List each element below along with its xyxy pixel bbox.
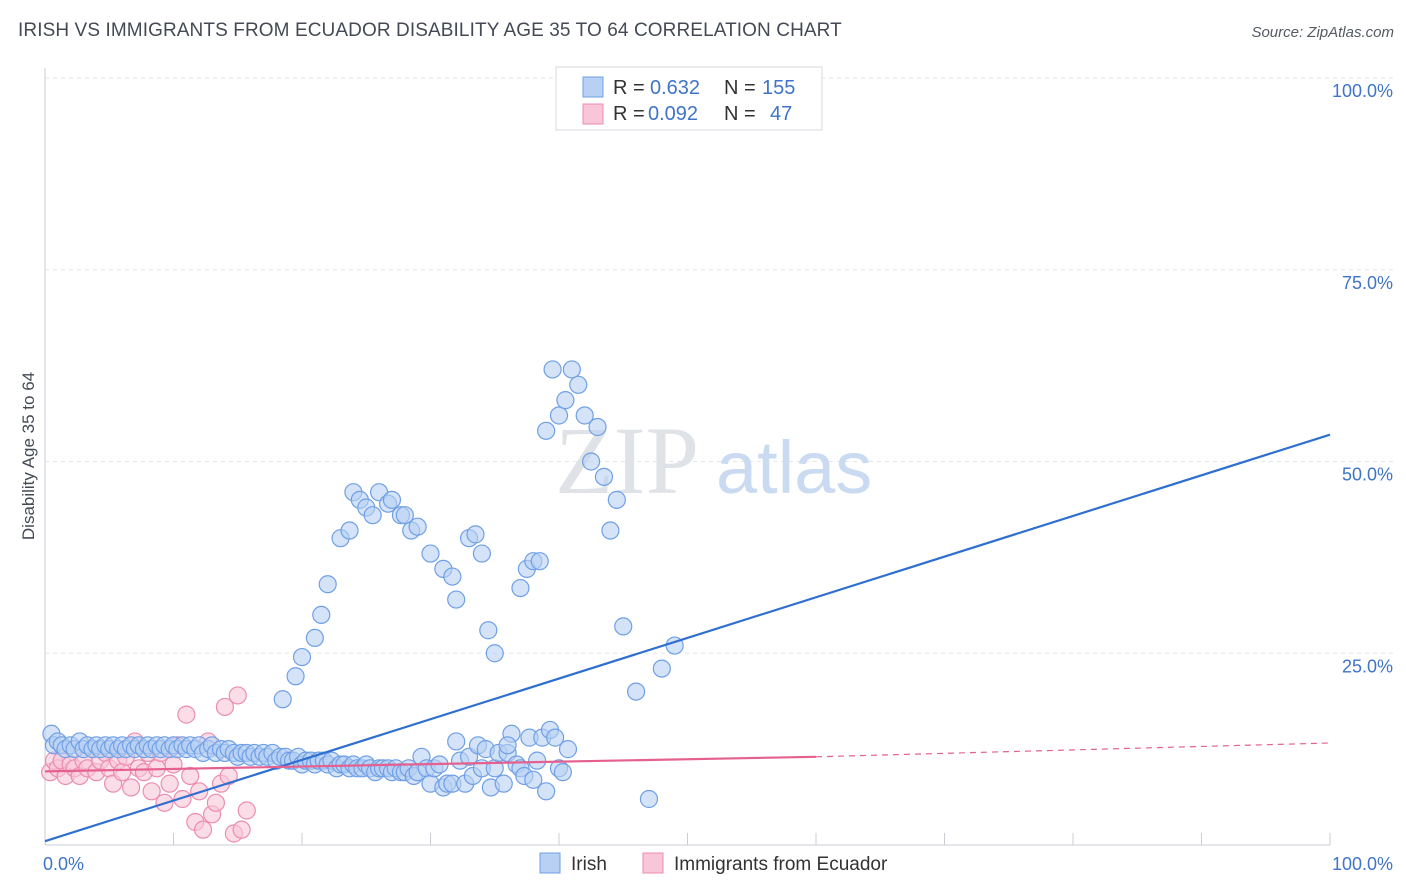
source-note: Source: ZipAtlas.com <box>1251 24 1394 41</box>
grid-lines <box>45 77 1395 654</box>
irish-point-138 <box>395 506 414 525</box>
y-tick-label-50: 50.0% <box>1342 465 1393 485</box>
irish-point-150 <box>498 736 517 755</box>
legend-r-value-irish: 0.632 <box>650 77 700 99</box>
ecuador-point-28 <box>160 774 179 793</box>
legend-swatch-ecuador <box>582 103 604 125</box>
legend-r-label-irish: R = <box>613 77 645 99</box>
irish-point-147 <box>472 544 491 563</box>
irish-point-125 <box>305 628 324 648</box>
irish-point-113 <box>524 770 543 789</box>
irish-point-165 <box>601 521 620 540</box>
irish-point-156 <box>543 360 562 379</box>
irish-point-168 <box>626 682 646 701</box>
irish-point-127 <box>318 575 337 594</box>
irish-point-162 <box>582 452 601 471</box>
irish-point-159 <box>562 360 581 379</box>
ecuador-point-45 <box>232 820 251 839</box>
irish-point-169 <box>639 789 659 809</box>
bottom-legend-label-ecuador: Immigrants from Ecuador <box>674 854 888 875</box>
legend-box: R = 0.632 N = 155 R = 0.092 N = 47 <box>555 66 823 131</box>
ecuador-point-41 <box>215 697 234 717</box>
ecuador-point-33 <box>181 766 200 786</box>
trend-lines <box>44 433 1331 843</box>
y-tick-label-100: 100.0% <box>1332 81 1393 101</box>
watermark: ZIP atlas <box>555 407 872 514</box>
legend-r-value-ecuador: 0.092 <box>648 103 698 125</box>
x-tick-label-0: 0.0% <box>43 854 84 874</box>
irish-point-124 <box>292 647 312 667</box>
legend-r-label-ecuador: R = <box>613 103 645 125</box>
axes <box>44 68 1331 846</box>
tick-labels: 25.0% 50.0% 75.0% 100.0% 0.0% 100.0% <box>43 81 1393 874</box>
irish-point-121 <box>558 740 578 759</box>
ecuador-trend-line <box>44 755 817 773</box>
irish-trend-line <box>44 433 1331 843</box>
irish-point-161 <box>575 406 594 425</box>
ecuador-point-36 <box>193 820 213 839</box>
x-tick-label-100: 100.0% <box>1332 854 1393 874</box>
bottom-legend-swatch-irish <box>539 852 561 874</box>
ecuador-point-39 <box>206 793 226 812</box>
irish-point-144 <box>447 590 466 609</box>
legend-n-value-irish: 155 <box>762 77 795 99</box>
irish-point-106 <box>494 774 513 793</box>
irish-point-123 <box>286 667 305 686</box>
ecuador-point-46 <box>237 801 256 820</box>
irish-point-141 <box>421 544 440 563</box>
irish-point-157 <box>549 406 569 425</box>
ecuador-point-24 <box>142 782 161 801</box>
legend-n-label-irish: N = <box>724 77 756 99</box>
irish-point-120 <box>553 763 572 782</box>
irish-point-151 <box>511 578 530 598</box>
irish-point-155 <box>537 421 556 440</box>
irish-point-164 <box>594 467 614 486</box>
irish-point-166 <box>607 490 626 509</box>
irish-point-158 <box>556 391 575 410</box>
y-tick-label-25: 25.0% <box>1342 656 1393 676</box>
watermark-zip: ZIP <box>555 407 699 514</box>
irish-point-170 <box>652 659 671 678</box>
irish-point-167 <box>614 617 633 636</box>
ecuador-point-19 <box>121 778 141 797</box>
irish-point-148 <box>479 621 498 640</box>
bottom-legend-swatch-ecuador <box>642 852 664 874</box>
irish-point-136 <box>382 490 402 509</box>
irish-point-140 <box>408 517 427 536</box>
ecuador-point-44 <box>228 686 247 705</box>
ecuador-point-31 <box>173 789 192 809</box>
irish-point-154 <box>530 552 549 571</box>
irish-point-160 <box>569 375 588 394</box>
irish-point-149 <box>485 644 504 663</box>
irish-point-122 <box>273 690 292 709</box>
bottom-legend: Irish Immigrants from Ecuador <box>539 852 888 875</box>
irish-point-118 <box>546 728 565 747</box>
watermark-atlas: atlas <box>716 426 872 509</box>
y-axis-label: Disability Age 35 to 64 <box>19 372 38 540</box>
irish-point-95 <box>447 732 466 751</box>
legend-n-value-ecuador: 47 <box>770 103 792 125</box>
ecuador-point-29 <box>164 755 183 774</box>
y-tick-label-75: 75.0% <box>1342 273 1393 293</box>
irish-point-126 <box>312 605 331 625</box>
irish-point-143 <box>443 567 462 586</box>
irish-point-146 <box>466 525 485 544</box>
ecuador-point-17 <box>112 763 132 782</box>
irish-point-133 <box>363 506 382 525</box>
irish-point-163 <box>588 417 607 437</box>
irish-point-129 <box>340 521 359 540</box>
bottom-legend-label-irish: Irish <box>571 854 607 875</box>
legend-swatch-irish <box>582 76 604 98</box>
ecuador-point-32 <box>177 705 196 724</box>
legend-n-label-ecuador: N = <box>724 103 756 125</box>
irish-point-116 <box>537 782 556 801</box>
chart-title: IRISH VS IMMIGRANTS FROM ECUADOR DISABIL… <box>18 20 842 41</box>
ecuador-trend-extension <box>815 742 1331 758</box>
irish-point-114 <box>528 751 547 770</box>
